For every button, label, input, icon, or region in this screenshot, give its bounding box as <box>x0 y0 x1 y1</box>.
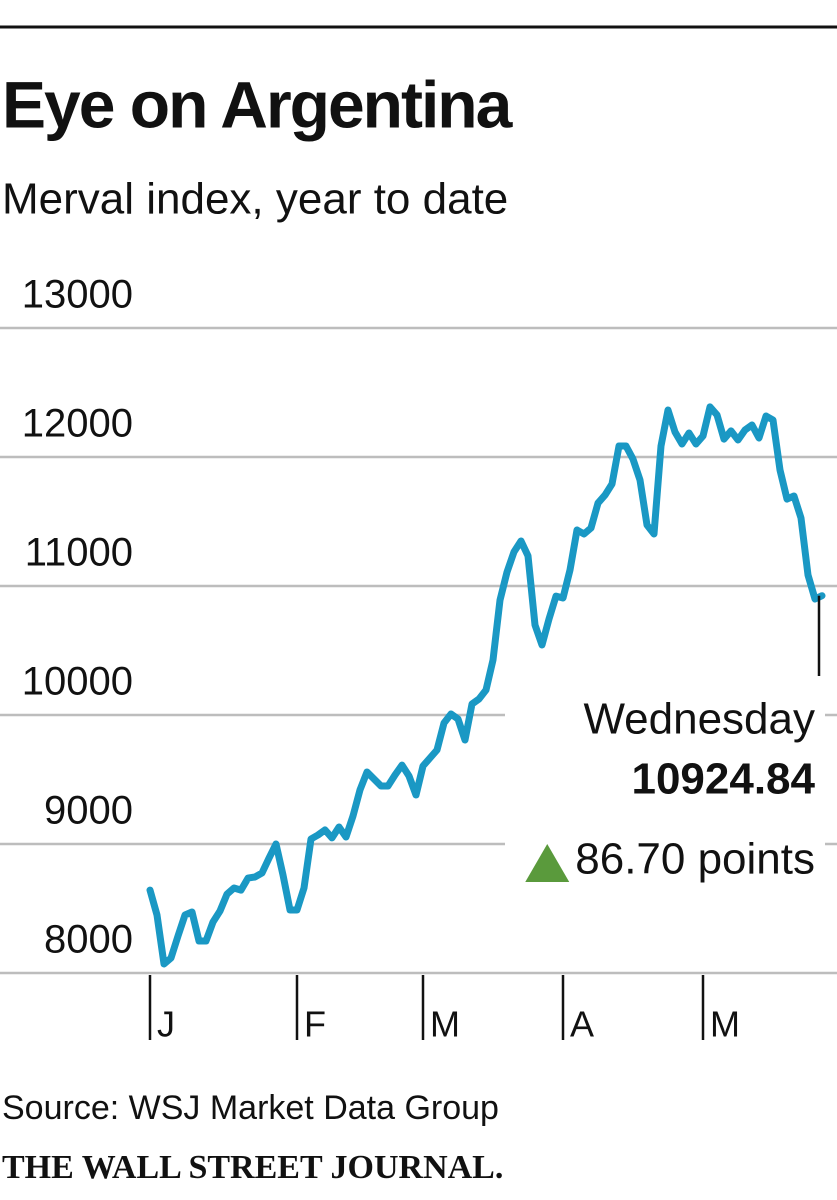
change-arrow <box>525 844 570 882</box>
source: Source: WSJ Market Data Group <box>2 1089 499 1127</box>
y-tick-label: 11000 <box>25 531 133 575</box>
x-tick-label: J <box>157 1004 175 1045</box>
x-tick-label: F <box>304 1004 326 1045</box>
x-tick-label: A <box>570 1004 594 1045</box>
annotation-change: 86.70 points <box>575 835 815 884</box>
annotation-backdrop <box>505 690 825 890</box>
x-tick-label: M <box>710 1004 740 1045</box>
plot: Wednesday 10924.84 86.70 points <box>146 403 826 968</box>
chart-subtitle: Merval index, year to date <box>2 175 508 224</box>
publisher: THE WALL STREET JOURNAL. <box>2 1149 503 1186</box>
y-tick-label: 9000 <box>44 789 133 833</box>
annotation-value: 10924.84 <box>631 755 815 804</box>
y-tick-label: 13000 <box>22 273 133 317</box>
line <box>146 403 826 968</box>
grid: 8000 9000 10000 11000 12000 13000 J F M A M <box>0 273 837 1045</box>
y-tick-label: 12000 <box>22 402 133 446</box>
annotation-label: Wednesday <box>583 695 815 744</box>
chart-title: Eye on Argentina <box>2 67 514 141</box>
x-tick-label: M <box>430 1004 460 1045</box>
y-tick-label: 8000 <box>44 918 133 962</box>
y-tick-label: 10000 <box>22 660 133 704</box>
